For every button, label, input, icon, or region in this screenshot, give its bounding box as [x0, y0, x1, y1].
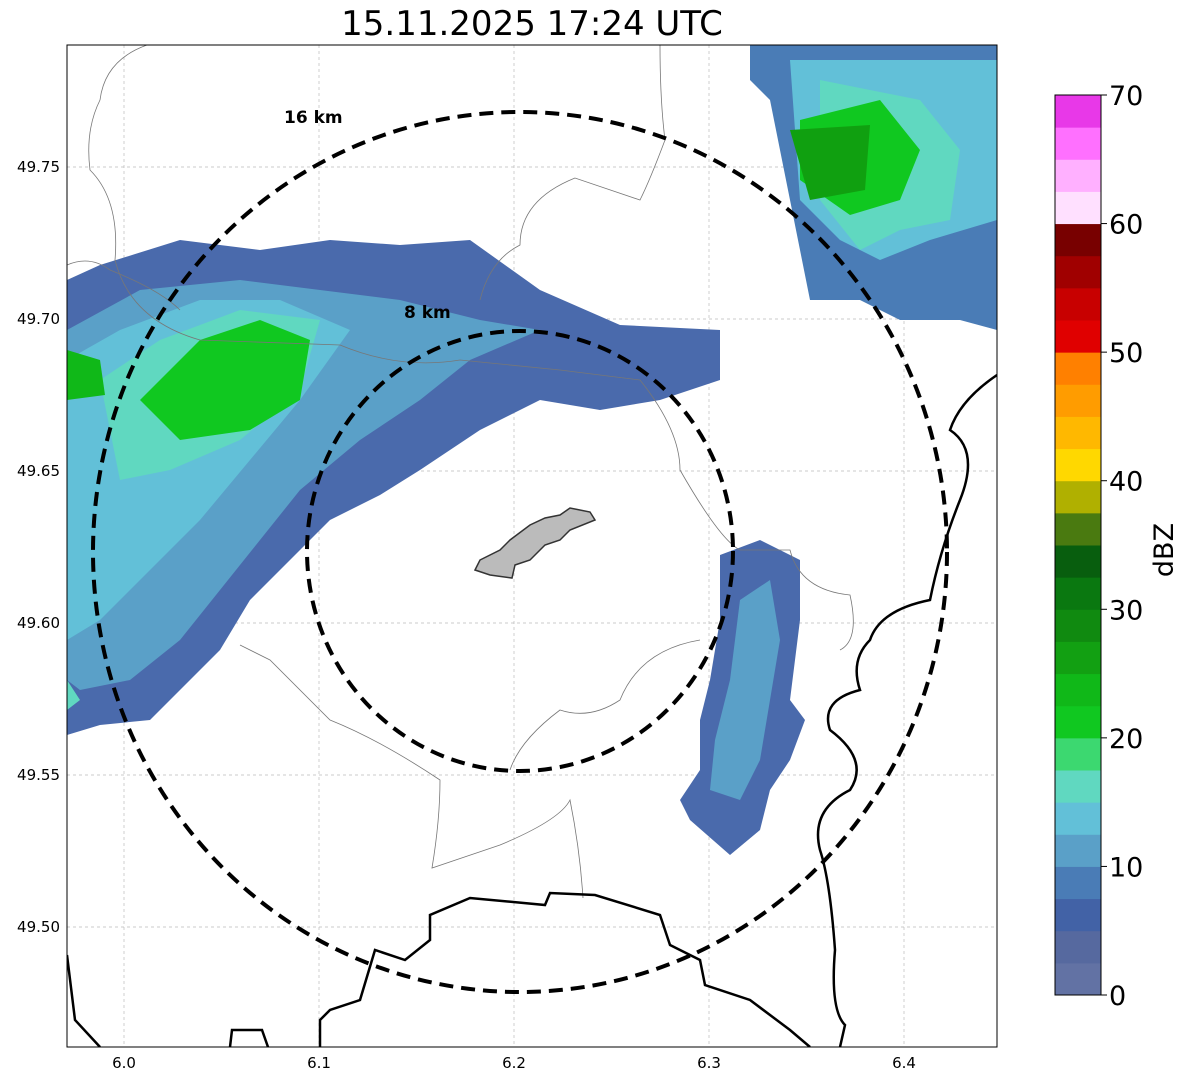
- colorbar-tick-label: 60: [1109, 210, 1143, 241]
- range-ring-8km: [305, 329, 735, 773]
- colorbar-bin: [1055, 480, 1101, 514]
- colorbar-label: dBZ: [1149, 523, 1180, 577]
- x-tick-label: 6.0: [112, 1054, 136, 1072]
- colorbar-tick-label: 10: [1109, 852, 1143, 883]
- colorbar-bin: [1055, 705, 1101, 739]
- colorbar-bin: [1055, 384, 1101, 417]
- colorbar-tick-label: 50: [1109, 338, 1143, 369]
- colorbar-tick-label: 70: [1109, 81, 1143, 112]
- colorbar-bin: [1055, 191, 1101, 225]
- colorbar-bin: [1055, 609, 1101, 642]
- y-tick-label: 49.60: [17, 614, 60, 632]
- colorbar-bin: [1055, 866, 1101, 900]
- y-tick-label: 49.50: [17, 918, 60, 936]
- x-tick-label: 6.3: [697, 1054, 721, 1072]
- x-tick-label: 6.2: [502, 1054, 526, 1072]
- range-ring-16km: [91, 110, 949, 994]
- colorbar-bin: [1055, 320, 1101, 353]
- colorbar-tick-label: 30: [1109, 595, 1143, 626]
- ring-label-8km: 8 km: [404, 303, 451, 323]
- colorbar-tick-label: 40: [1109, 467, 1143, 498]
- colorbar-bin: [1055, 641, 1101, 675]
- colorbar-bin: [1055, 802, 1101, 835]
- colorbar-bin: [1055, 255, 1101, 289]
- axes: 6.0 6.1 6.2 6.3 6.4 49.75 49.70 49.65 49.60 49.55…: [17, 158, 916, 1072]
- map-frame: [66, 44, 998, 1048]
- radar-echoes-west: [67, 240, 720, 735]
- colorbar-bin: [1055, 127, 1101, 160]
- colorbar-bin: [1055, 416, 1101, 450]
- colorbar-bin: [1055, 770, 1101, 803]
- y-tick-label: 49.55: [17, 766, 60, 784]
- colorbar-tick-label: 20: [1109, 724, 1143, 755]
- colorbar-bin: [1055, 737, 1101, 771]
- y-tick-label: 49.65: [17, 462, 60, 480]
- colorbar-bin: [1055, 898, 1101, 932]
- road-lines: [67, 45, 854, 899]
- colorbar-bin: [1055, 287, 1101, 321]
- colorbar-bin: [1055, 930, 1101, 964]
- colorbar-bin: [1055, 95, 1101, 128]
- y-tick-label: 49.75: [17, 158, 60, 176]
- colorbar: 0 10 20 30 40 50 60 70: [1054, 81, 1143, 1012]
- colorbar-bin: [1055, 673, 1101, 707]
- colorbar-bin: [1055, 545, 1101, 578]
- x-tick-label: 6.1: [307, 1054, 331, 1072]
- colorbar-bin: [1055, 448, 1101, 482]
- border-lines: [67, 373, 997, 1047]
- map-title: 15.11.2025 17:24 UTC: [341, 4, 723, 44]
- ring-label-16km: 16 km: [284, 108, 343, 128]
- x-tick-label: 6.4: [892, 1054, 916, 1072]
- colorbar-bin: [1055, 512, 1101, 546]
- colorbar-bin: [1055, 352, 1101, 385]
- city-polygon: [473, 507, 597, 579]
- colorbar-bin: [1055, 962, 1101, 996]
- colorbar-bin: [1055, 834, 1101, 867]
- colorbar-tick-label: 0: [1109, 981, 1126, 1012]
- colorbar-bin: [1055, 159, 1101, 192]
- y-tick-label: 49.70: [17, 310, 60, 328]
- radar-echoes-east: [680, 45, 997, 855]
- colorbar-bin: [1055, 223, 1101, 257]
- colorbar-bin: [1055, 577, 1101, 610]
